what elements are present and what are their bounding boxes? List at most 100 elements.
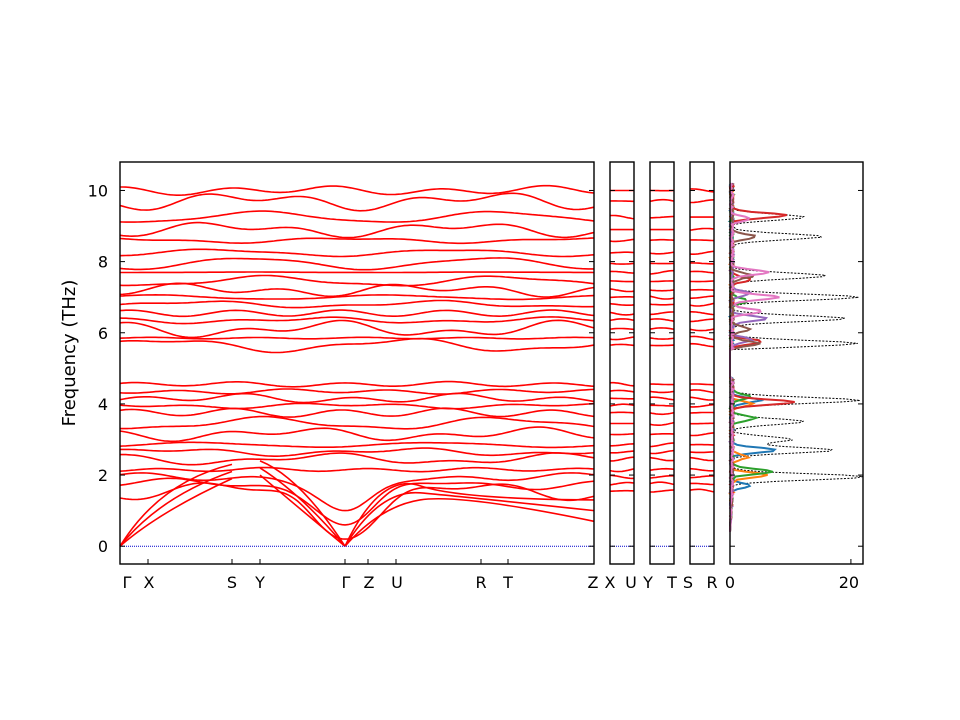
band-line [119,336,595,340]
acoustic-branch-gamma-left [259,460,346,547]
k-point-label: R [475,573,486,592]
band-line [650,344,675,347]
band-line [609,411,635,414]
band-line [120,452,595,466]
y-tick-label: 2 [98,466,108,485]
band-line [649,474,675,479]
dos-panel-frame [729,161,864,565]
band-line [689,451,715,454]
band-line [609,381,635,387]
band-line [649,311,674,316]
band-line [649,327,675,331]
y-tick-label: 0 [98,537,108,556]
k-point-label: S [227,573,237,592]
band-line [609,343,635,347]
band-line [609,296,635,299]
band-line [690,295,714,299]
band-line [649,467,675,471]
k-point-label: Γ [123,573,132,592]
band-line [609,238,635,243]
band-line [689,302,715,307]
band-line [119,337,595,354]
band-line [689,488,715,493]
band-line [649,238,675,242]
k-point-label: T [502,573,513,592]
band-line [649,390,675,394]
acoustic-branch-gamma-left [259,474,346,547]
band-line [689,270,715,274]
band-line [609,336,635,341]
band-line [119,274,595,287]
band-line [609,280,634,283]
band-line [610,443,635,447]
band-line [610,456,635,462]
band-line [119,248,595,258]
band-panel-frame [609,161,635,565]
band-line [689,456,714,462]
band-line [649,456,675,462]
band-line [609,214,635,220]
band-line [119,380,595,388]
band-line [689,403,715,408]
band-line [119,316,595,325]
dos-curves [727,182,864,533]
band-line [689,467,714,472]
k-point-label: Γ [342,573,351,592]
y-tick-label: 4 [98,395,108,414]
band-line [689,432,715,437]
band-line [650,215,675,219]
band-line [649,269,674,275]
band-line [610,489,635,492]
band-line [119,472,595,512]
dos-x-tick-label: 20 [839,573,859,592]
band-line [650,280,674,283]
band-line [649,442,674,448]
band-line [689,389,715,394]
k-point-label: Z [364,573,375,592]
band-line [119,319,595,339]
band-line [119,309,595,318]
band-line [649,411,675,416]
band-line [649,337,675,340]
band-line [650,383,674,386]
y-axis-label: Frequency (THz) [59,280,80,427]
band-line [609,251,635,254]
k-point-label: S [683,573,693,592]
band-line [649,481,675,486]
y-tick-label: 6 [98,324,108,343]
band-line [119,282,595,298]
k-point-label: U [625,573,637,592]
band-line [649,449,675,455]
band-line [609,318,635,322]
band-line [119,392,595,404]
band-line [119,466,595,473]
band-line [610,397,634,400]
acoustic-branch-gamma-left [259,467,346,547]
band-line [119,293,595,301]
panel-frames [119,161,864,565]
acoustic-branch-left [119,477,233,547]
band-line [119,237,595,245]
band-line [119,402,595,410]
acoustic-branch-gamma-right [344,497,595,547]
dos-x-tick-label: 0 [725,573,735,592]
band-line [689,396,715,401]
band-line [120,447,595,457]
k-point-label: T [666,573,677,592]
band-line [119,257,594,271]
k-point-label: Z [588,573,599,592]
band-line [609,302,635,306]
k-point-label: Y [642,573,653,592]
band-line [609,474,635,480]
band-line [649,396,675,401]
band-line [690,262,715,265]
k-point-label: U [391,573,403,592]
y-tick-label: 8 [98,253,108,272]
band-line [610,433,635,436]
band-line [690,199,715,204]
band-line [120,415,595,430]
band-line [689,280,715,283]
band-line [650,489,674,493]
band-line [119,388,595,395]
